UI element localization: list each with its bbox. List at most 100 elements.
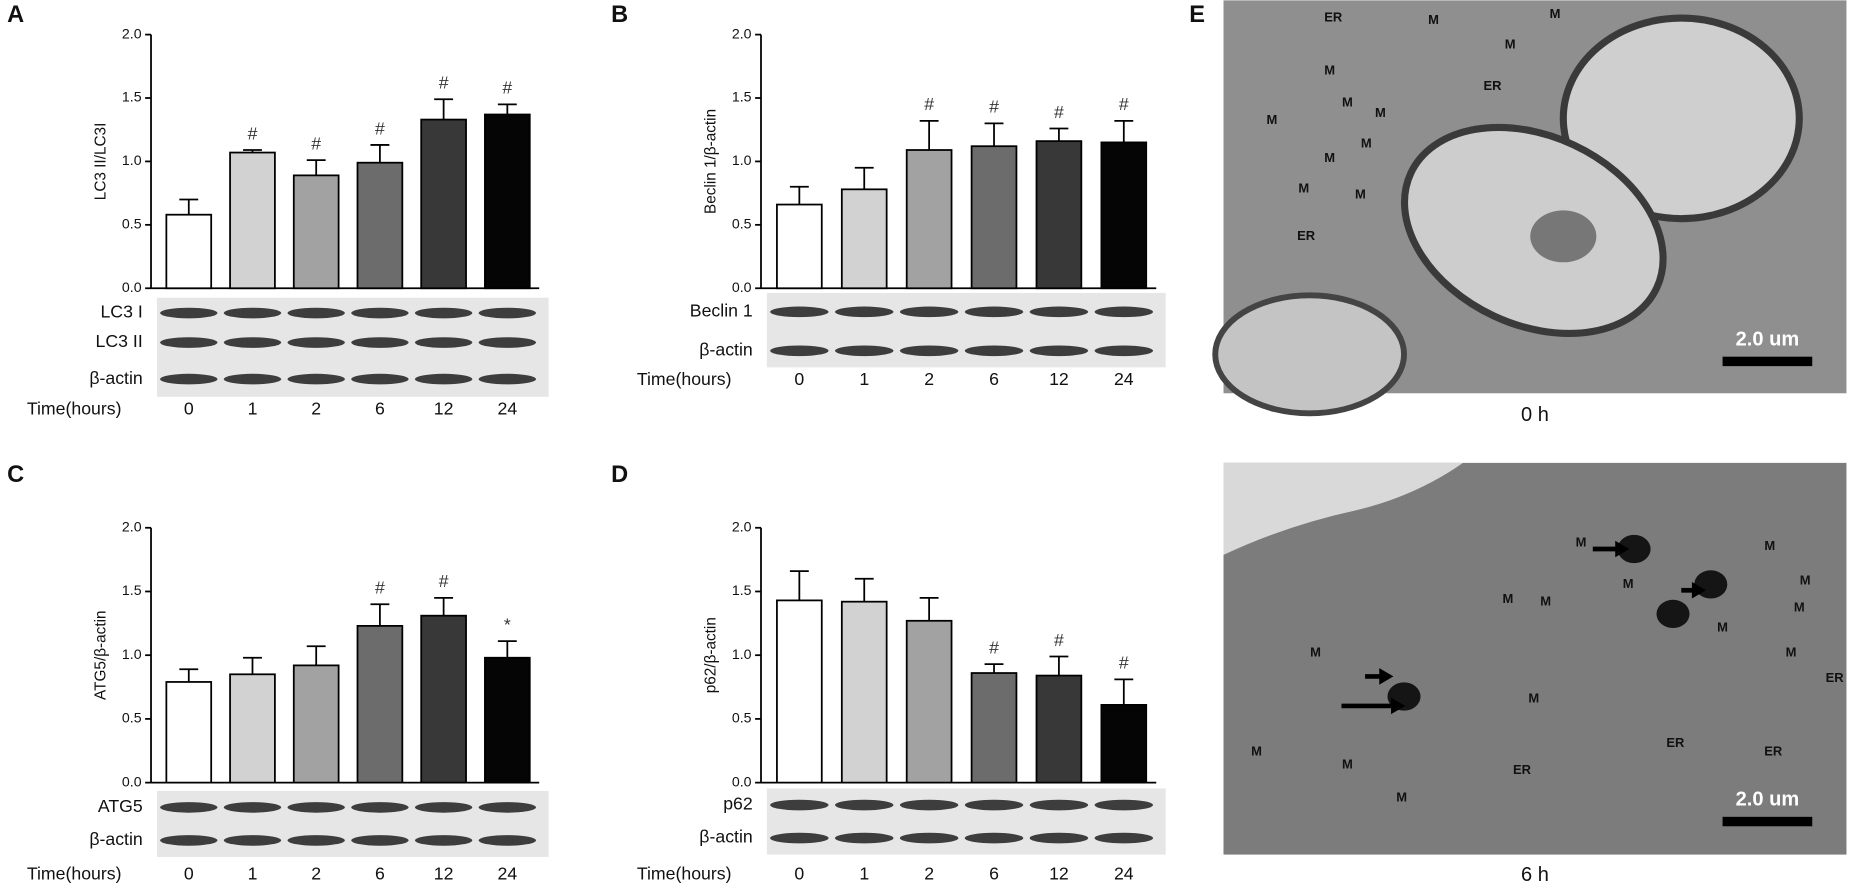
bar (165, 681, 213, 784)
x-axis-title: Time(hours) (27, 863, 122, 883)
x-axis-title: Time(hours) (637, 863, 732, 883)
y-tick-label: 0.0 (732, 279, 752, 295)
organelle-label: ER (1513, 762, 1532, 777)
blot-band (287, 802, 345, 813)
blot-band (160, 373, 218, 385)
blot-band (478, 835, 537, 846)
x-tick-label: 12 (434, 863, 454, 883)
scale-bar (1722, 356, 1813, 367)
y-tick-label: 2.0 (122, 25, 142, 41)
x-tick-label: 6 (375, 398, 385, 418)
blot-band (835, 345, 894, 357)
organelle-label: M (1266, 112, 1277, 127)
bar (905, 149, 953, 290)
x-tick-label: 1 (248, 398, 258, 418)
x-axis-title: Time(hours) (27, 398, 122, 418)
organelle-label: M (1623, 576, 1634, 591)
bar (420, 118, 467, 290)
organelle-label: M (1342, 756, 1353, 771)
y-tick-label: 2.0 (122, 519, 142, 535)
autophagosome (1617, 534, 1651, 564)
bar (484, 113, 531, 290)
y-tick-label: 1.0 (732, 646, 752, 662)
y-tick-label: 0.5 (122, 710, 142, 726)
blot-image (766, 788, 1166, 855)
autophagosome (1656, 599, 1690, 629)
bar (776, 599, 823, 784)
nucleus (1559, 14, 1803, 223)
significance-mark: # (1119, 653, 1129, 673)
bar (970, 672, 1018, 784)
micrograph (1223, 462, 1847, 855)
bar (1035, 140, 1083, 290)
y-tick-label: 1.0 (732, 152, 752, 168)
x-tick-label: 24 (497, 863, 517, 883)
significance-mark: # (924, 94, 934, 114)
organelle-label: M (1786, 644, 1797, 659)
blot-band (478, 802, 537, 813)
significance-mark: # (439, 571, 449, 591)
blot-band (351, 337, 409, 348)
x-tick-label: 12 (1049, 863, 1069, 883)
blot-label: p62 (723, 794, 753, 814)
bar (1035, 674, 1083, 784)
organelle-label: ER (1764, 743, 1783, 758)
bar (840, 188, 888, 290)
bar (420, 614, 467, 784)
significance-mark: # (989, 97, 999, 117)
blot-label: LC3 II (96, 331, 143, 351)
blot-band (1029, 345, 1089, 357)
bar (356, 161, 404, 290)
blot-band (223, 835, 282, 846)
bar (356, 625, 404, 784)
blot-band (414, 835, 473, 846)
x-tick-label: 24 (497, 398, 517, 418)
organelle-label: M (1794, 599, 1805, 614)
blot-band (964, 832, 1024, 844)
y-tick-label: 0.0 (122, 773, 142, 789)
blot-label: Beclin 1 (690, 301, 753, 321)
blot-band (160, 307, 218, 319)
bar (165, 213, 213, 290)
blot-band (770, 345, 829, 357)
blot-band (478, 337, 537, 348)
blot-band (835, 799, 894, 811)
organelle-label: M (1355, 186, 1366, 201)
blot-label: β-actin (89, 368, 142, 388)
bar (1100, 141, 1148, 290)
arrow-head (1691, 582, 1707, 599)
x-tick-label: 0 (794, 369, 804, 389)
x-tick-label: 2 (924, 369, 934, 389)
significance-mark: # (1119, 94, 1129, 114)
blot-band (1094, 832, 1154, 844)
blot-band (1094, 345, 1154, 357)
nucleolus (1530, 210, 1597, 263)
organelle-label: M (1502, 591, 1513, 606)
significance-mark: # (248, 123, 258, 143)
x-tick-label: 2 (311, 398, 321, 418)
organelle-label: M (1576, 535, 1587, 550)
significance-mark: # (375, 118, 385, 138)
blot-band (351, 307, 409, 319)
y-tick-label: 1.5 (122, 582, 142, 598)
blot-band (770, 799, 829, 811)
blot-band (478, 373, 537, 385)
autophagosome (1694, 570, 1728, 599)
blot-band (1029, 832, 1089, 844)
x-tick-label: 24 (1114, 863, 1134, 883)
x-tick-label: 2 (924, 863, 934, 883)
blot-image (766, 292, 1166, 368)
nucleus (1212, 292, 1407, 417)
x-tick-label: 12 (434, 398, 454, 418)
blot-band (899, 306, 959, 318)
blot-band (223, 802, 282, 813)
x-axis-title: Time(hours) (637, 369, 732, 389)
organelle-label: ER (1297, 228, 1316, 243)
y-tick-label: 1.5 (732, 582, 752, 598)
bar (229, 673, 276, 784)
organelle-label: M (1717, 619, 1728, 634)
image-caption: 0 h (1521, 404, 1549, 426)
blot-band (1029, 306, 1089, 318)
bar (1100, 704, 1148, 784)
blot-label: β-actin (699, 339, 752, 359)
